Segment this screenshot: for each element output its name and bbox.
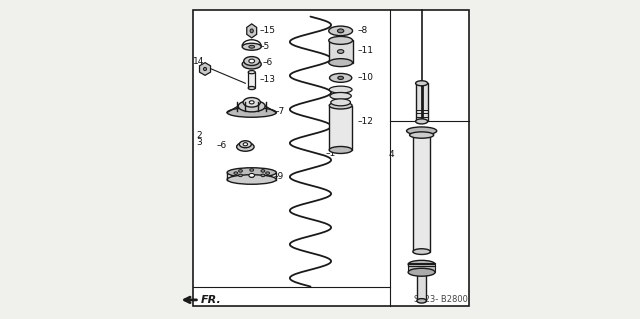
Text: –5: –5 — [260, 42, 270, 51]
Ellipse shape — [234, 172, 237, 174]
Ellipse shape — [415, 81, 428, 86]
Ellipse shape — [250, 29, 253, 33]
Bar — [193, 10, 469, 306]
Ellipse shape — [249, 59, 255, 63]
Ellipse shape — [244, 56, 260, 65]
Text: –13: –13 — [260, 75, 276, 84]
Ellipse shape — [261, 174, 265, 177]
Ellipse shape — [408, 260, 435, 268]
Ellipse shape — [413, 249, 430, 255]
Bar — [417, 272, 426, 301]
Ellipse shape — [406, 127, 436, 135]
Text: FR.: FR. — [201, 295, 221, 305]
Text: –6: –6 — [262, 58, 273, 67]
Ellipse shape — [243, 98, 260, 107]
Ellipse shape — [239, 170, 243, 172]
Ellipse shape — [237, 142, 254, 151]
Polygon shape — [200, 63, 211, 75]
Text: –6: –6 — [217, 141, 227, 150]
Ellipse shape — [204, 67, 207, 70]
Ellipse shape — [249, 174, 255, 177]
Ellipse shape — [242, 43, 261, 50]
Ellipse shape — [329, 86, 352, 93]
Ellipse shape — [250, 101, 254, 104]
Text: 4: 4 — [388, 150, 394, 159]
Ellipse shape — [410, 132, 434, 138]
Ellipse shape — [249, 45, 255, 48]
Bar — [413, 134, 430, 252]
Text: –8: –8 — [358, 26, 368, 35]
Ellipse shape — [337, 50, 344, 53]
Text: –15: –15 — [260, 26, 276, 35]
Ellipse shape — [239, 141, 252, 148]
Ellipse shape — [248, 70, 255, 74]
Ellipse shape — [239, 174, 243, 177]
Ellipse shape — [227, 175, 276, 184]
Ellipse shape — [330, 73, 352, 82]
Ellipse shape — [329, 26, 353, 36]
Ellipse shape — [238, 100, 265, 112]
Polygon shape — [247, 24, 257, 38]
Bar — [415, 83, 428, 122]
Ellipse shape — [415, 119, 428, 124]
Ellipse shape — [261, 170, 265, 172]
Ellipse shape — [227, 108, 276, 117]
Ellipse shape — [243, 143, 248, 146]
Text: 14: 14 — [193, 56, 204, 65]
Bar — [329, 106, 352, 150]
Ellipse shape — [413, 131, 430, 137]
Ellipse shape — [248, 86, 255, 90]
Ellipse shape — [331, 99, 351, 106]
Ellipse shape — [242, 59, 261, 69]
Ellipse shape — [266, 172, 269, 174]
Ellipse shape — [329, 59, 353, 67]
Text: –1: –1 — [326, 149, 336, 158]
Text: –10: –10 — [358, 73, 374, 82]
Text: S823- B2800: S823- B2800 — [413, 295, 468, 304]
Ellipse shape — [329, 146, 352, 153]
Text: –11: –11 — [358, 46, 374, 56]
Ellipse shape — [417, 299, 426, 303]
Ellipse shape — [330, 93, 351, 100]
Ellipse shape — [329, 102, 352, 109]
Ellipse shape — [337, 29, 344, 33]
Text: –12: –12 — [358, 117, 373, 126]
Ellipse shape — [329, 36, 353, 44]
Text: 3: 3 — [196, 138, 202, 147]
Bar — [329, 41, 353, 63]
Ellipse shape — [417, 270, 426, 274]
Ellipse shape — [338, 76, 344, 79]
Bar — [408, 264, 435, 272]
Ellipse shape — [250, 175, 253, 178]
Text: –9: –9 — [274, 172, 284, 181]
Bar — [248, 72, 255, 88]
Text: 2: 2 — [196, 131, 202, 140]
Ellipse shape — [250, 169, 253, 171]
Ellipse shape — [408, 268, 435, 276]
Ellipse shape — [227, 168, 276, 177]
Text: –7: –7 — [275, 107, 285, 116]
